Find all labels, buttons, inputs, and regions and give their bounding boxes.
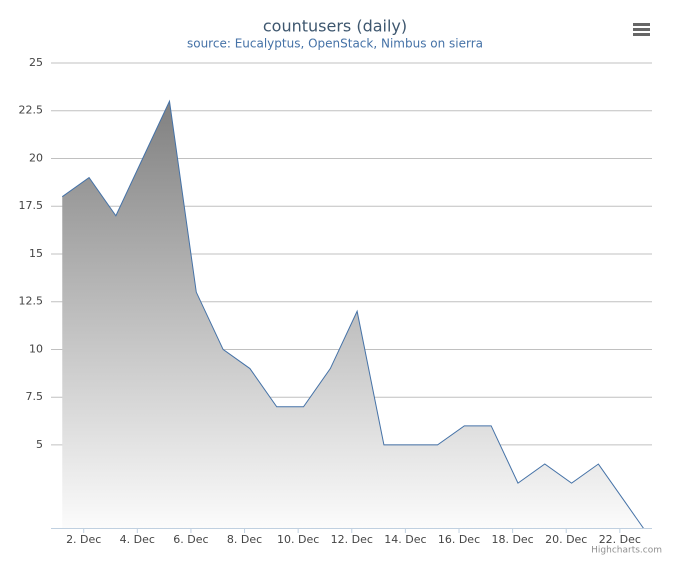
- y-tick-label: 12.5: [19, 295, 44, 308]
- x-tick-label: 20. Dec: [545, 533, 587, 546]
- chart-subtitle: source: Eucalyptus, OpenStack, Nimbus on…: [187, 37, 483, 51]
- y-tick-label: 20: [29, 151, 43, 164]
- y-tick-label: 17.5: [19, 199, 44, 212]
- x-tick-label: 16. Dec: [438, 533, 480, 546]
- credit: Highcharts.com: [591, 546, 662, 556]
- y-tick-label: 22.5: [19, 104, 44, 117]
- x-tick-label: 12. Dec: [331, 533, 373, 546]
- x-tick-label: 18. Dec: [491, 533, 533, 546]
- plot-area: [61, 99, 652, 528]
- area-line: [61, 99, 644, 528]
- x-tick-label: 6. Dec: [173, 533, 208, 546]
- x-tick-label: 8. Dec: [227, 533, 262, 546]
- y-tick-label: 15: [29, 247, 43, 260]
- x-tick-label: 22. Dec: [599, 533, 641, 546]
- y-tick-label: 7.5: [26, 390, 44, 403]
- menu-icon-bar[interactable]: [633, 23, 650, 26]
- menu-icon-bar[interactable]: [633, 33, 650, 36]
- y-tick-label: 25: [29, 56, 43, 69]
- x-tick-label: 2. Dec: [66, 533, 101, 546]
- x-tick-label: 10. Dec: [277, 533, 319, 546]
- area-fill: [62, 101, 652, 528]
- y-tick-label: 10: [29, 342, 43, 355]
- x-tick-label: 14. Dec: [384, 533, 426, 546]
- menu-icon-bar[interactable]: [633, 28, 650, 31]
- y-tick-label: 5: [36, 438, 43, 451]
- menu-button[interactable]: [630, 18, 654, 40]
- chart-title: countusers (daily): [263, 17, 407, 36]
- x-tick-label: 4. Dec: [120, 533, 155, 546]
